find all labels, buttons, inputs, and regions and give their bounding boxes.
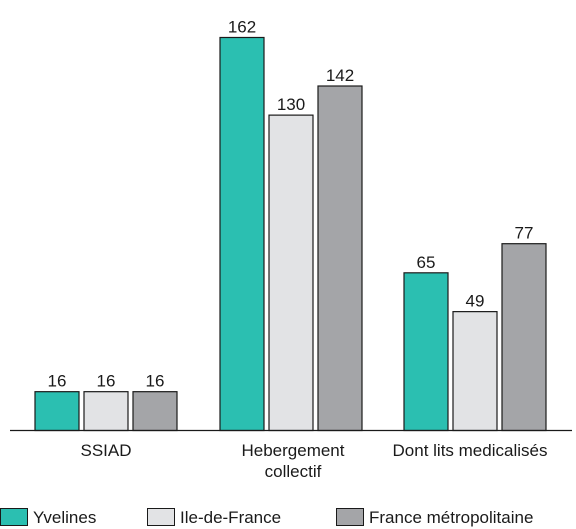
- bar-dont-lits-medicalises-ile-de-france: [452, 311, 498, 432]
- legend-swatch-ile-de-france: [147, 508, 175, 526]
- bar-dont-lits-medicalises-france-metropolitaine: [501, 243, 547, 432]
- value-label-hebergement-collectif-ile-de-france: 130: [277, 95, 305, 114]
- legend-label-ile-de-france: Ile-de-France: [180, 508, 282, 527]
- value-label-ssiad-france-metropolitaine: 16: [146, 372, 165, 391]
- legend-swatch-france-metropolitaine: [336, 508, 364, 526]
- value-labels-layer: 16 16 16 162 130 142 65 49 77: [48, 17, 534, 390]
- bar-ssiad-france-metropolitaine: [132, 391, 178, 432]
- legend-label-france-metropolitaine: France métropolitaine: [369, 508, 534, 527]
- bar-hebergement-collectif-ile-de-france: [268, 114, 314, 432]
- legend-label-yvelines: Yvelines: [33, 508, 97, 527]
- category-label-ssiad: SSIAD: [80, 441, 131, 460]
- bar-ssiad-yvelines: [34, 391, 80, 432]
- value-label-ssiad-yvelines: 16: [48, 372, 67, 391]
- category-label-hebergement-collectif-line-1: Hebergement: [241, 441, 344, 460]
- value-label-dont-lits-medicalises-yvelines: 65: [417, 253, 436, 272]
- bar-ssiad-ile-de-france: [83, 391, 129, 432]
- value-label-dont-lits-medicalises-ile-de-france: 49: [466, 292, 485, 311]
- category-label-dont-lits-medicalises: Dont lits medicalisés: [393, 441, 548, 460]
- category-label-hebergement-collectif-line-2: collectif: [265, 462, 322, 481]
- value-label-hebergement-collectif-yvelines: 162: [228, 17, 256, 36]
- bar-hebergement-collectif-yvelines: [219, 36, 265, 432]
- category-labels-layer: SSIAD Hebergement collectif Dont lits medic…: [80, 441, 547, 481]
- bars-layer: [34, 36, 547, 432]
- bar-dont-lits-medicalises-yvelines: [403, 272, 449, 432]
- value-label-hebergement-collectif-france-metropolitaine: 142: [326, 66, 354, 85]
- legend-swatch-yvelines: [0, 508, 28, 526]
- value-label-ssiad-ile-de-france: 16: [97, 372, 116, 391]
- bar-hebergement-collectif-france-metropolitaine: [317, 85, 363, 432]
- value-label-dont-lits-medicalises-france-metropolitaine: 77: [515, 224, 534, 243]
- legend: Yvelines Ile-de-France France métropolit…: [0, 505, 576, 527]
